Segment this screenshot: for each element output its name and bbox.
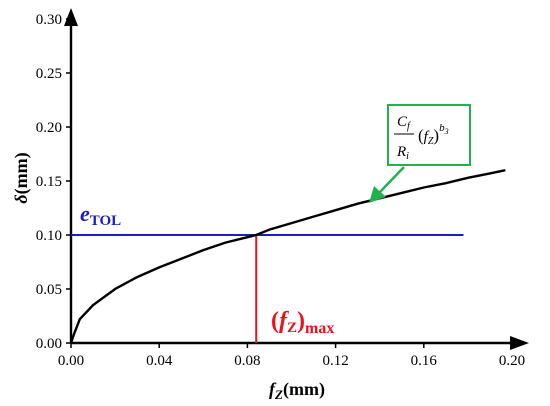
annotation-arrow-head-icon xyxy=(369,186,386,203)
x-tick-label: 0.08 xyxy=(234,353,260,369)
y-tick-label: 0.30 xyxy=(36,12,62,28)
formula-numerator: Cf xyxy=(397,114,411,132)
x-tick-label: 0.12 xyxy=(322,353,348,369)
max-feed-symbol: f xyxy=(279,308,289,334)
y-axis-title: δ(mm) xyxy=(11,152,32,203)
annotation-arrow-line xyxy=(379,166,405,193)
y-tick-label: 0.05 xyxy=(36,282,62,298)
max-feed-suffix: max xyxy=(305,320,334,337)
max-feed-label: (fZ)max xyxy=(271,308,334,337)
formula-box xyxy=(387,104,471,166)
x-axis-arrow-icon xyxy=(510,336,529,350)
deflection-curve xyxy=(69,169,506,344)
formula-denominator: Ri xyxy=(396,144,409,162)
y-axis-arrow-icon xyxy=(64,8,78,26)
x-tick-label: 0.20 xyxy=(499,353,525,369)
y-tick-label: 0.25 xyxy=(36,66,62,82)
x-tick-label: 0.00 xyxy=(58,353,84,369)
max-feed-sub: Z xyxy=(287,320,297,336)
y-tick-label: 0.20 xyxy=(36,120,62,136)
tolerance-label: eTOL xyxy=(80,201,121,229)
y-tick-label: 0.00 xyxy=(36,336,62,352)
tolerance-label-symbol: e xyxy=(80,201,90,226)
tolerance-label-sub: TOL xyxy=(90,213,121,229)
x-axis-title: fZ(mm) xyxy=(269,379,325,402)
x-tick-label: 0.16 xyxy=(411,353,438,369)
max-feed-open-paren: ( xyxy=(271,308,279,334)
formula-factor: (fZ)b3 xyxy=(418,122,449,147)
max-feed-close-paren: ) xyxy=(297,308,305,334)
y-tick-label: 0.10 xyxy=(36,228,62,244)
y-tick-label: 0.15 xyxy=(36,174,62,190)
x-tick-label: 0.04 xyxy=(146,353,173,369)
